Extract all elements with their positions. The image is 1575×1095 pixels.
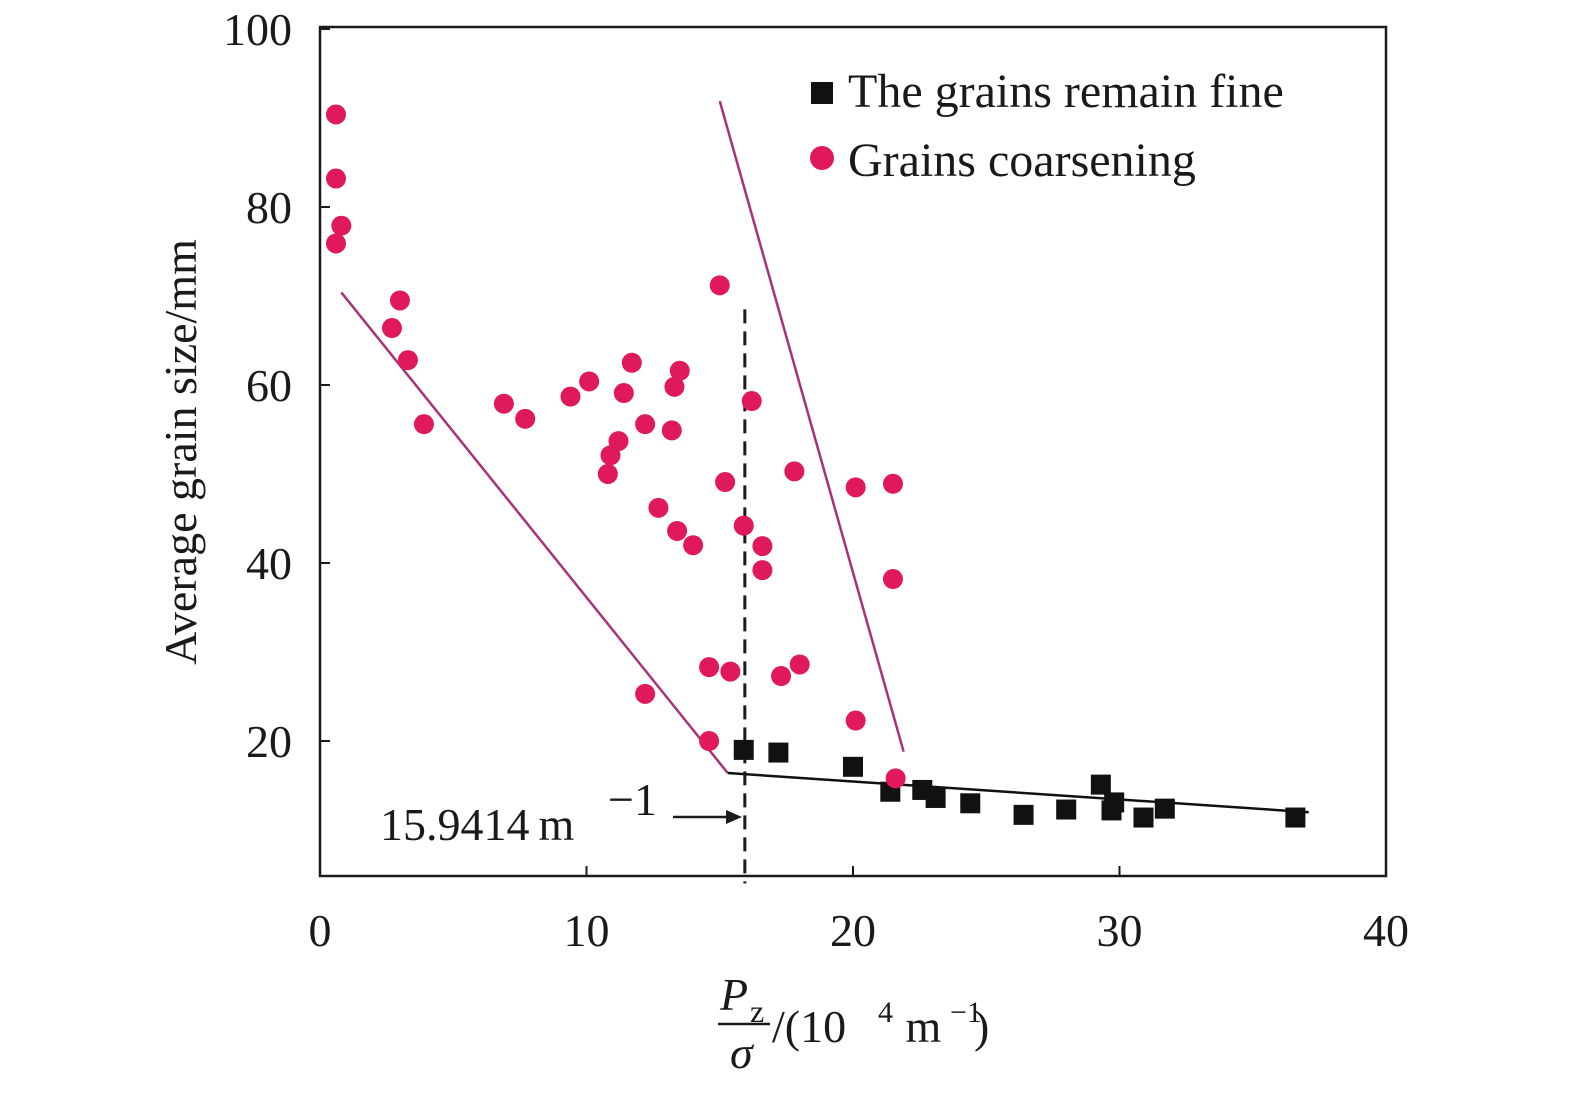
data-point-coarse bbox=[325, 233, 346, 254]
data-point-fine bbox=[925, 787, 946, 808]
data-point-coarse bbox=[667, 520, 688, 541]
data-point-coarse bbox=[635, 683, 656, 704]
data-point-coarse bbox=[845, 710, 866, 731]
data-point-fine bbox=[733, 739, 754, 760]
trend-line bbox=[340, 291, 729, 774]
trend-lines bbox=[340, 100, 1309, 814]
y-tick-label: 80 bbox=[246, 182, 292, 233]
data-point-coarse bbox=[648, 497, 669, 518]
data-point-fine bbox=[1285, 807, 1306, 828]
data-point-coarse bbox=[715, 472, 736, 493]
data-point-coarse bbox=[664, 376, 685, 397]
data-point-coarse bbox=[397, 350, 418, 371]
axis-ticks: 0 10 20 30 40 20 40 60 80 100 bbox=[223, 4, 1409, 956]
data-point-coarse bbox=[331, 215, 352, 236]
data-point-coarse bbox=[600, 445, 621, 466]
data-point-coarse bbox=[683, 535, 704, 556]
x-axis-title-unit-mid: m bbox=[894, 1001, 942, 1052]
x-tick-label: 0 bbox=[309, 905, 332, 956]
trend-line bbox=[727, 771, 1309, 814]
data-point-coarse bbox=[699, 731, 720, 751]
data-point-fine bbox=[1104, 792, 1125, 813]
y-tick-label: 20 bbox=[246, 716, 292, 767]
y-axis-title: Average grain size/mm bbox=[155, 239, 206, 665]
data-point-coarse bbox=[882, 569, 903, 590]
trend-line bbox=[718, 100, 905, 753]
x-tick-label: 10 bbox=[564, 905, 610, 956]
data-point-fine bbox=[768, 742, 789, 763]
y-tick-label: 60 bbox=[246, 360, 292, 411]
data-point-coarse bbox=[613, 383, 634, 404]
legend-marker-fine bbox=[811, 82, 833, 104]
data-point-coarse bbox=[493, 393, 514, 414]
data-point-coarse bbox=[661, 420, 682, 441]
data-point-fine bbox=[1154, 798, 1175, 819]
y-tick-label: 100 bbox=[223, 4, 292, 55]
data-point-coarse bbox=[381, 318, 402, 339]
threshold-unit-exp: −1 bbox=[608, 774, 657, 825]
data-point-coarse bbox=[515, 408, 536, 429]
x-axis-title-unit-exp: 4 bbox=[878, 996, 893, 1029]
data-point-coarse bbox=[741, 391, 762, 412]
x-axis-title-numerator-sub: z bbox=[750, 993, 764, 1029]
data-point-fine bbox=[1133, 807, 1154, 828]
x-tick-label: 30 bbox=[1097, 905, 1143, 956]
data-point-coarse bbox=[752, 560, 773, 581]
threshold-annotation: 15.9414 m −1 bbox=[380, 774, 742, 850]
x-axis-title: P z σ /(10 4 m −1 ) bbox=[718, 969, 989, 1078]
data-point-coarse bbox=[709, 275, 730, 296]
data-point-fine bbox=[1090, 774, 1111, 795]
data-point-coarse bbox=[882, 473, 903, 494]
data-point-fine bbox=[1056, 799, 1077, 820]
data-points bbox=[325, 104, 1306, 828]
data-point-coarse bbox=[669, 360, 690, 381]
data-point-fine bbox=[843, 756, 863, 777]
data-point-coarse bbox=[325, 104, 346, 125]
x-axis-title-unit-exp2: −1 bbox=[950, 996, 982, 1029]
data-point-coarse bbox=[699, 657, 720, 678]
data-point-fine bbox=[1013, 804, 1034, 825]
data-point-coarse bbox=[789, 654, 810, 675]
data-point-coarse bbox=[635, 414, 656, 435]
data-point-coarse bbox=[560, 386, 581, 407]
data-point-coarse bbox=[845, 477, 866, 498]
x-axis-title-unit-prefix: /(10 bbox=[772, 1001, 846, 1052]
data-point-coarse bbox=[885, 768, 906, 789]
data-point-coarse bbox=[771, 666, 792, 687]
legend-label-fine: The grains remain fine bbox=[848, 65, 1284, 118]
y-tick-label: 40 bbox=[246, 538, 292, 589]
threshold-unit-label: m bbox=[527, 799, 575, 850]
x-tick-label: 40 bbox=[1363, 905, 1409, 956]
data-point-coarse bbox=[413, 414, 434, 435]
threshold-arrow-head bbox=[726, 810, 742, 824]
legend: The grains remain fine Grains coarsening bbox=[810, 65, 1284, 187]
data-point-coarse bbox=[325, 168, 346, 189]
data-point-coarse bbox=[752, 536, 773, 557]
data-point-coarse bbox=[597, 464, 618, 484]
data-point-coarse bbox=[579, 371, 600, 392]
data-point-coarse bbox=[720, 661, 741, 682]
x-axis-title-denominator: σ bbox=[730, 1027, 755, 1078]
data-point-coarse bbox=[733, 515, 754, 536]
data-point-fine bbox=[960, 793, 981, 814]
legend-label-coarse: Grains coarsening bbox=[848, 134, 1196, 187]
x-axis-title-numerator: P bbox=[719, 969, 748, 1020]
data-point-coarse bbox=[784, 461, 805, 482]
legend-marker-coarse bbox=[810, 146, 834, 170]
data-point-coarse bbox=[389, 290, 410, 311]
data-point-coarse bbox=[621, 352, 642, 373]
x-axis-title-unit-suffix: ) bbox=[974, 1001, 989, 1052]
x-tick-label: 20 bbox=[830, 905, 876, 956]
threshold-value-label: 15.9414 bbox=[380, 799, 530, 850]
